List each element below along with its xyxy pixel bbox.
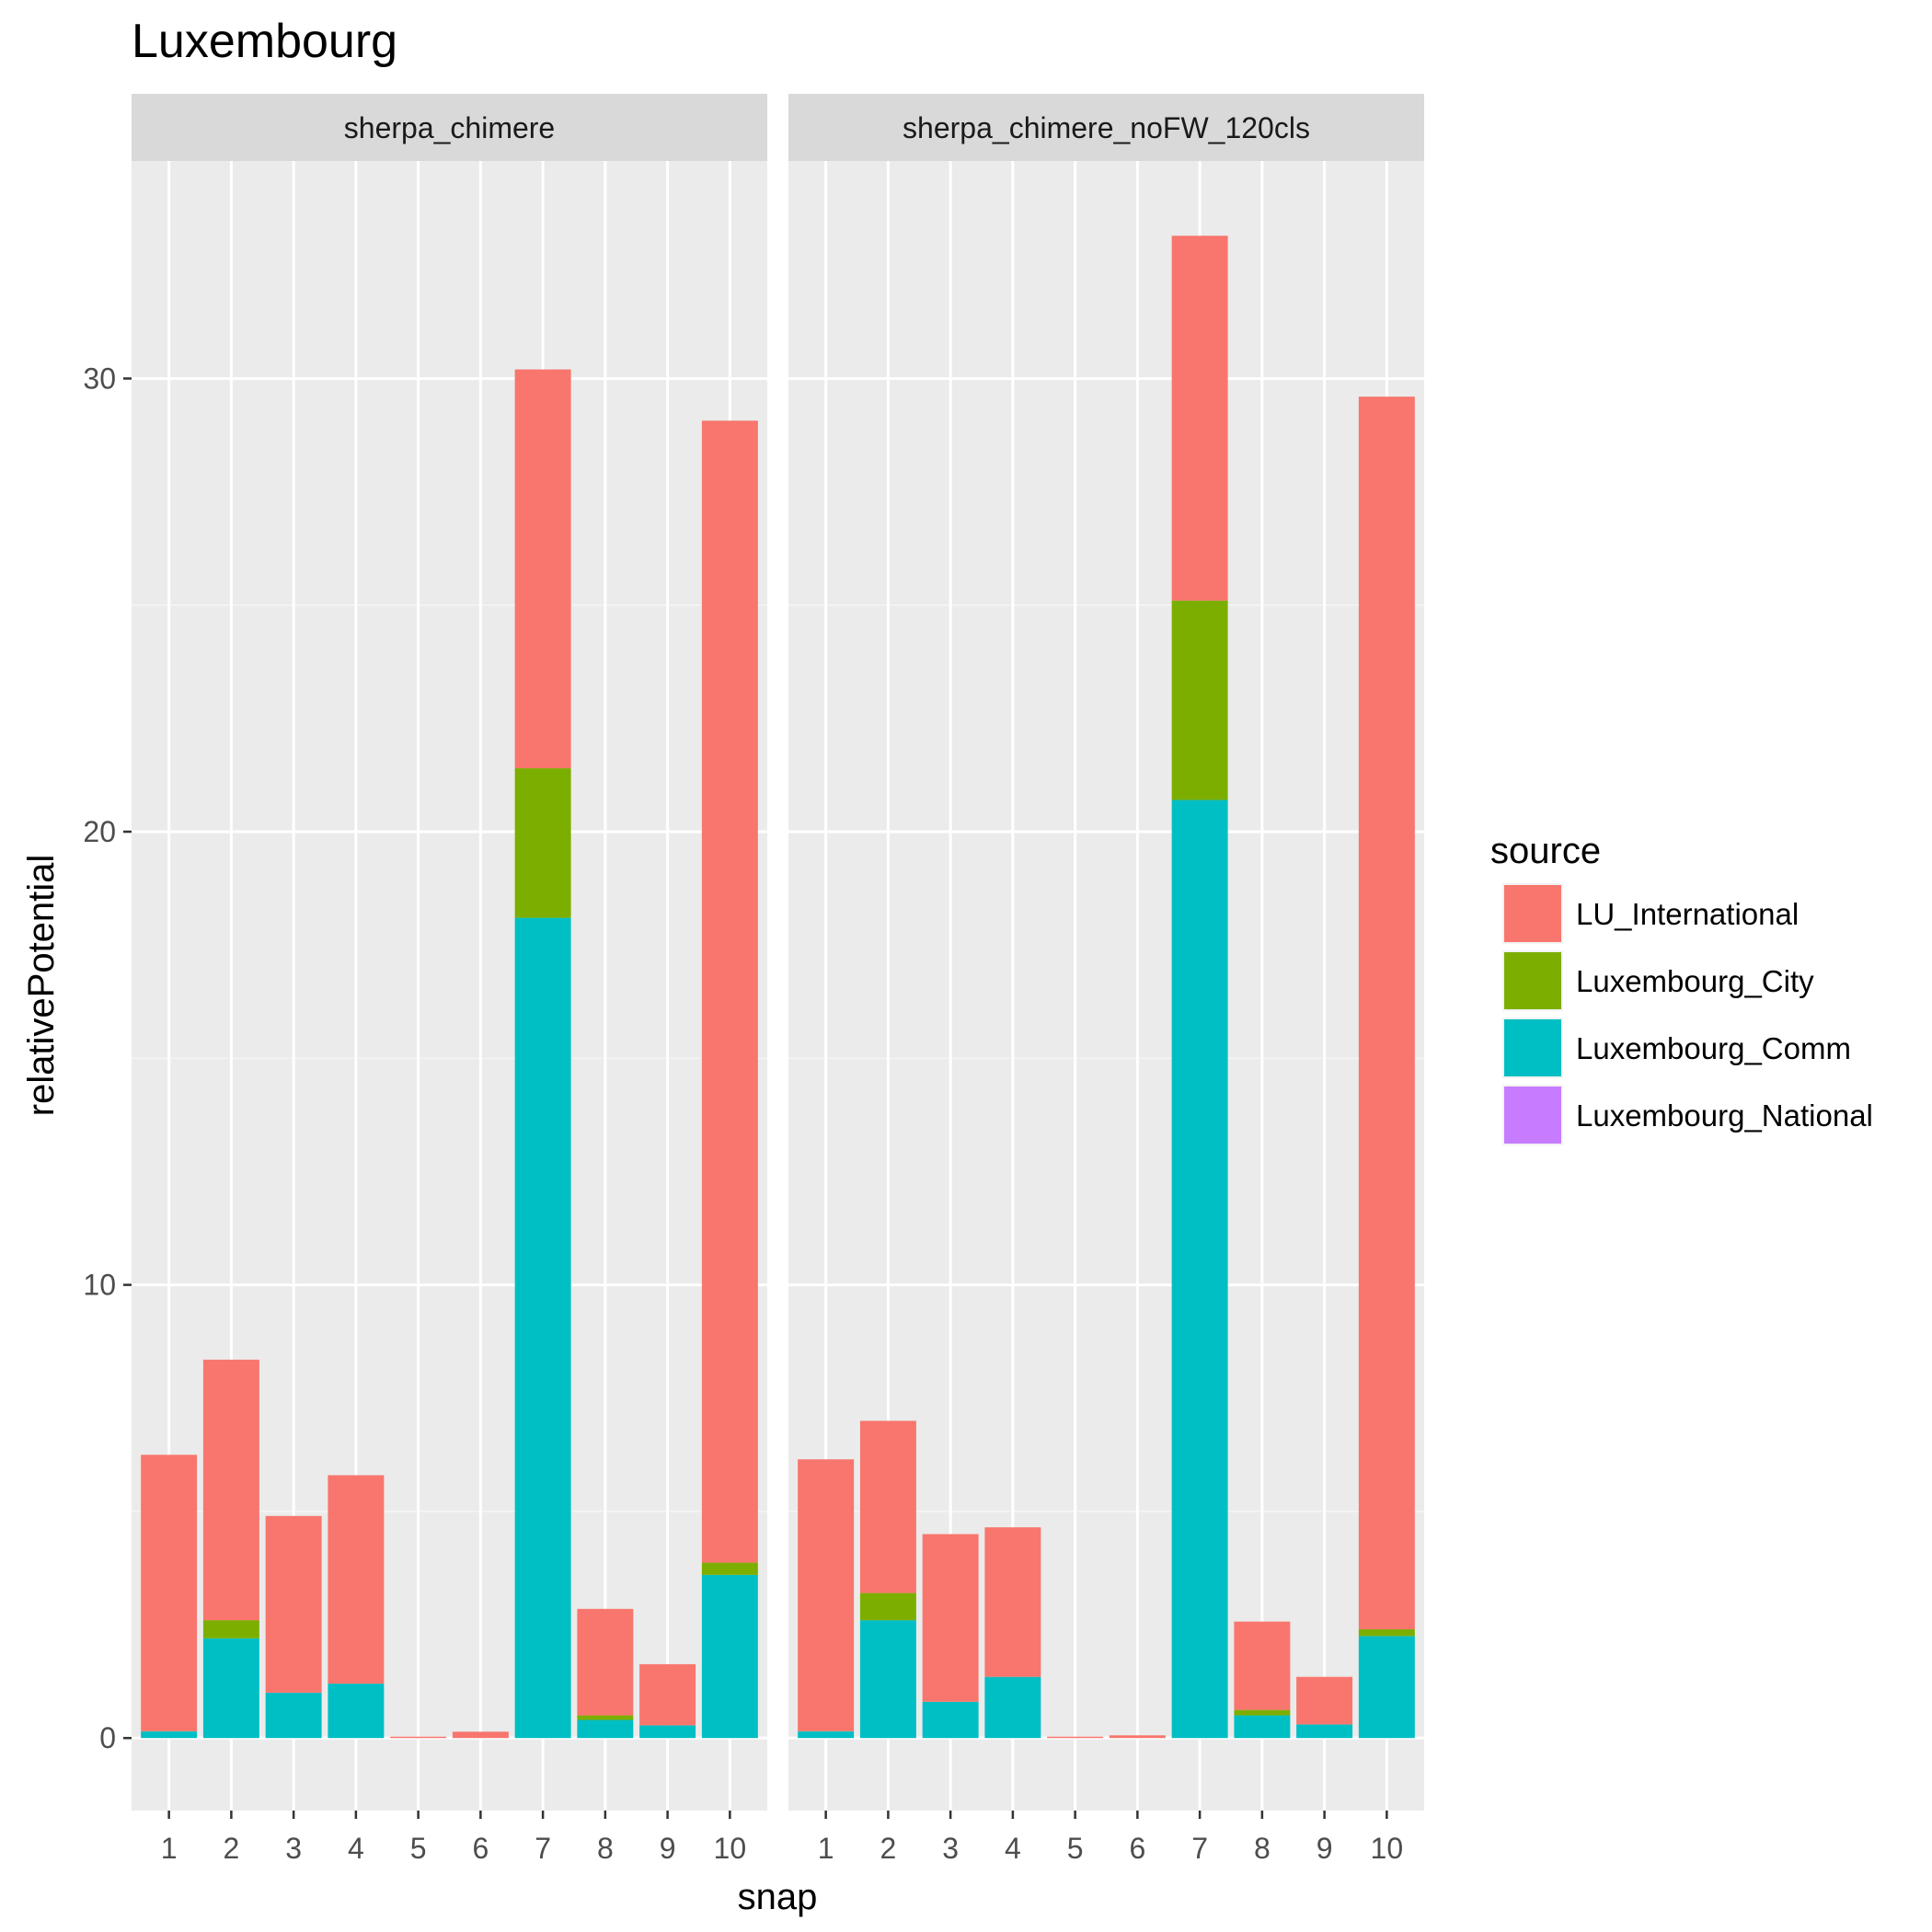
bar-Luxembourg_Comm-snap-3 [922, 1701, 979, 1739]
bar-LU_International-snap-4 [984, 1527, 1041, 1677]
bar-Luxembourg_City-snap-2 [859, 1593, 916, 1621]
facet-strip-1 [132, 94, 767, 161]
x-axis-2: 1 2 3 4 5 6 7 8 9 10 [818, 1811, 1403, 1865]
bar-Luxembourg_City-snap-8 [1234, 1709, 1291, 1716]
bar-Luxembourg_Comm-snap-1 [798, 1731, 855, 1739]
bar-Luxembourg_Comm-snap-10 [701, 1574, 758, 1739]
x-tick-label: 9 [660, 1832, 676, 1865]
x-axis-1: 1 2 3 4 5 6 7 8 9 10 [161, 1811, 746, 1865]
x-tick-label: 8 [597, 1832, 614, 1865]
x-tick-label: 3 [942, 1832, 959, 1865]
bar-Luxembourg_Comm-snap-7 [514, 917, 571, 1739]
bar-LU_International-snap-8 [577, 1608, 634, 1716]
y-tick-label: 10 [83, 1269, 116, 1302]
legend-swatch-Luxembourg_Comm [1504, 1019, 1561, 1076]
bar-Luxembourg_Comm-snap-10 [1358, 1636, 1415, 1739]
x-tick-label: 10 [1371, 1832, 1404, 1865]
legend-label-Luxembourg_Comm: Luxembourg_Comm [1576, 1031, 1851, 1065]
y-axis-title: relativePotential [21, 855, 62, 1117]
bar-LU_International-snap-1 [141, 1455, 198, 1731]
x-tick-label: 4 [348, 1832, 364, 1865]
bar-LU_International-snap-7 [514, 369, 571, 769]
bar-LU_International-snap-7 [1171, 236, 1228, 601]
legend-title: source [1490, 831, 1601, 871]
bar-Luxembourg_Comm-snap-7 [1171, 799, 1228, 1739]
x-tick-label: 7 [1191, 1832, 1208, 1865]
facet-panel-2: sherpa_chimere_noFW_120cls [788, 94, 1424, 1811]
bar-Luxembourg_Comm-snap-8 [577, 1719, 634, 1739]
x-tick-label: 7 [535, 1832, 551, 1865]
bar-LU_International-snap-1 [798, 1459, 855, 1731]
bar-Luxembourg_Comm-snap-1 [141, 1731, 198, 1739]
bar-LU_International-snap-6 [452, 1731, 509, 1739]
chart-title: Luxembourg [132, 15, 397, 68]
x-tick-label: 1 [818, 1832, 834, 1865]
bar-LU_International-snap-5 [1047, 1736, 1104, 1739]
legend-swatch-LU_International [1504, 885, 1561, 942]
bar-LU_International-snap-10 [701, 420, 758, 1563]
legend-swatch-Luxembourg_National [1504, 1087, 1561, 1144]
x-tick-label: 4 [1005, 1832, 1021, 1865]
x-tick-label: 6 [1129, 1832, 1145, 1865]
bar-Luxembourg_Comm-snap-4 [328, 1684, 385, 1739]
x-tick-label: 5 [410, 1832, 427, 1865]
x-tick-label: 2 [223, 1832, 239, 1865]
bar-LU_International-snap-8 [1234, 1621, 1291, 1710]
legend-entries: LU_International Luxembourg_City Luxembour… [1502, 883, 1873, 1145]
x-tick-label: 6 [472, 1832, 489, 1865]
bar-Luxembourg_Comm-snap-4 [984, 1676, 1041, 1739]
bar-Luxembourg_City-snap-8 [577, 1715, 634, 1720]
bar-LU_International-snap-2 [202, 1359, 259, 1621]
bar-Luxembourg_City-snap-2 [202, 1620, 259, 1639]
bar-LU_International-snap-9 [639, 1663, 696, 1726]
x-axis-title: snap [738, 1877, 818, 1917]
bar-LU_International-snap-2 [859, 1420, 916, 1593]
x-tick-label: 8 [1254, 1832, 1271, 1865]
legend: source LU_International Luxembourg_City Lu… [1490, 831, 1873, 1145]
y-tick-label: 30 [83, 362, 116, 395]
x-tick-label: 3 [285, 1832, 302, 1865]
bar-LU_International-snap-6 [1109, 1735, 1166, 1739]
x-tick-label: 5 [1067, 1832, 1084, 1865]
y-axis: 0 10 20 30 [83, 362, 132, 1754]
bar-Luxembourg_Comm-snap-9 [1296, 1724, 1353, 1739]
bar-Luxembourg_City-snap-7 [1171, 600, 1228, 800]
bar-Luxembourg_Comm-snap-9 [639, 1725, 696, 1739]
bar-Luxembourg_Comm-snap-2 [859, 1620, 916, 1739]
bars-2 [798, 236, 1415, 1739]
bar-LU_International-snap-9 [1296, 1676, 1353, 1725]
legend-label-LU_International: LU_International [1576, 897, 1799, 931]
x-tick-label: 1 [161, 1832, 178, 1865]
x-tick-label: 9 [1317, 1832, 1333, 1865]
facet-strip-label-1: sherpa_chimere [344, 111, 555, 144]
facet-panel-1: sherpa_chimere [132, 94, 767, 1811]
bar-Luxembourg_City-snap-7 [514, 768, 571, 918]
bar-LU_International-snap-3 [922, 1534, 979, 1702]
x-tick-label: 2 [880, 1832, 896, 1865]
bar-Luxembourg_City-snap-10 [1358, 1628, 1415, 1637]
legend-swatch-Luxembourg_City [1504, 952, 1561, 1009]
bar-Luxembourg_Comm-snap-8 [1234, 1715, 1291, 1739]
y-tick-label: 20 [83, 815, 116, 848]
bar-Luxembourg_Comm-snap-3 [265, 1692, 322, 1739]
legend-label-Luxembourg_City: Luxembourg_City [1576, 964, 1814, 998]
bar-Luxembourg_Comm-snap-2 [202, 1638, 259, 1739]
x-tick-label: 10 [714, 1832, 747, 1865]
bar-Luxembourg_City-snap-10 [701, 1562, 758, 1575]
bar-LU_International-snap-3 [265, 1515, 322, 1693]
facet-strip-label-2: sherpa_chimere_noFW_120cls [903, 111, 1310, 144]
y-tick-label: 0 [99, 1721, 116, 1754]
bar-LU_International-snap-5 [390, 1736, 447, 1739]
bar-LU_International-snap-10 [1358, 397, 1415, 1629]
bar-LU_International-snap-4 [328, 1475, 385, 1685]
legend-label-Luxembourg_National: Luxembourg_National [1576, 1098, 1873, 1133]
bars-1 [141, 369, 758, 1739]
facet-strip-2 [788, 94, 1424, 161]
